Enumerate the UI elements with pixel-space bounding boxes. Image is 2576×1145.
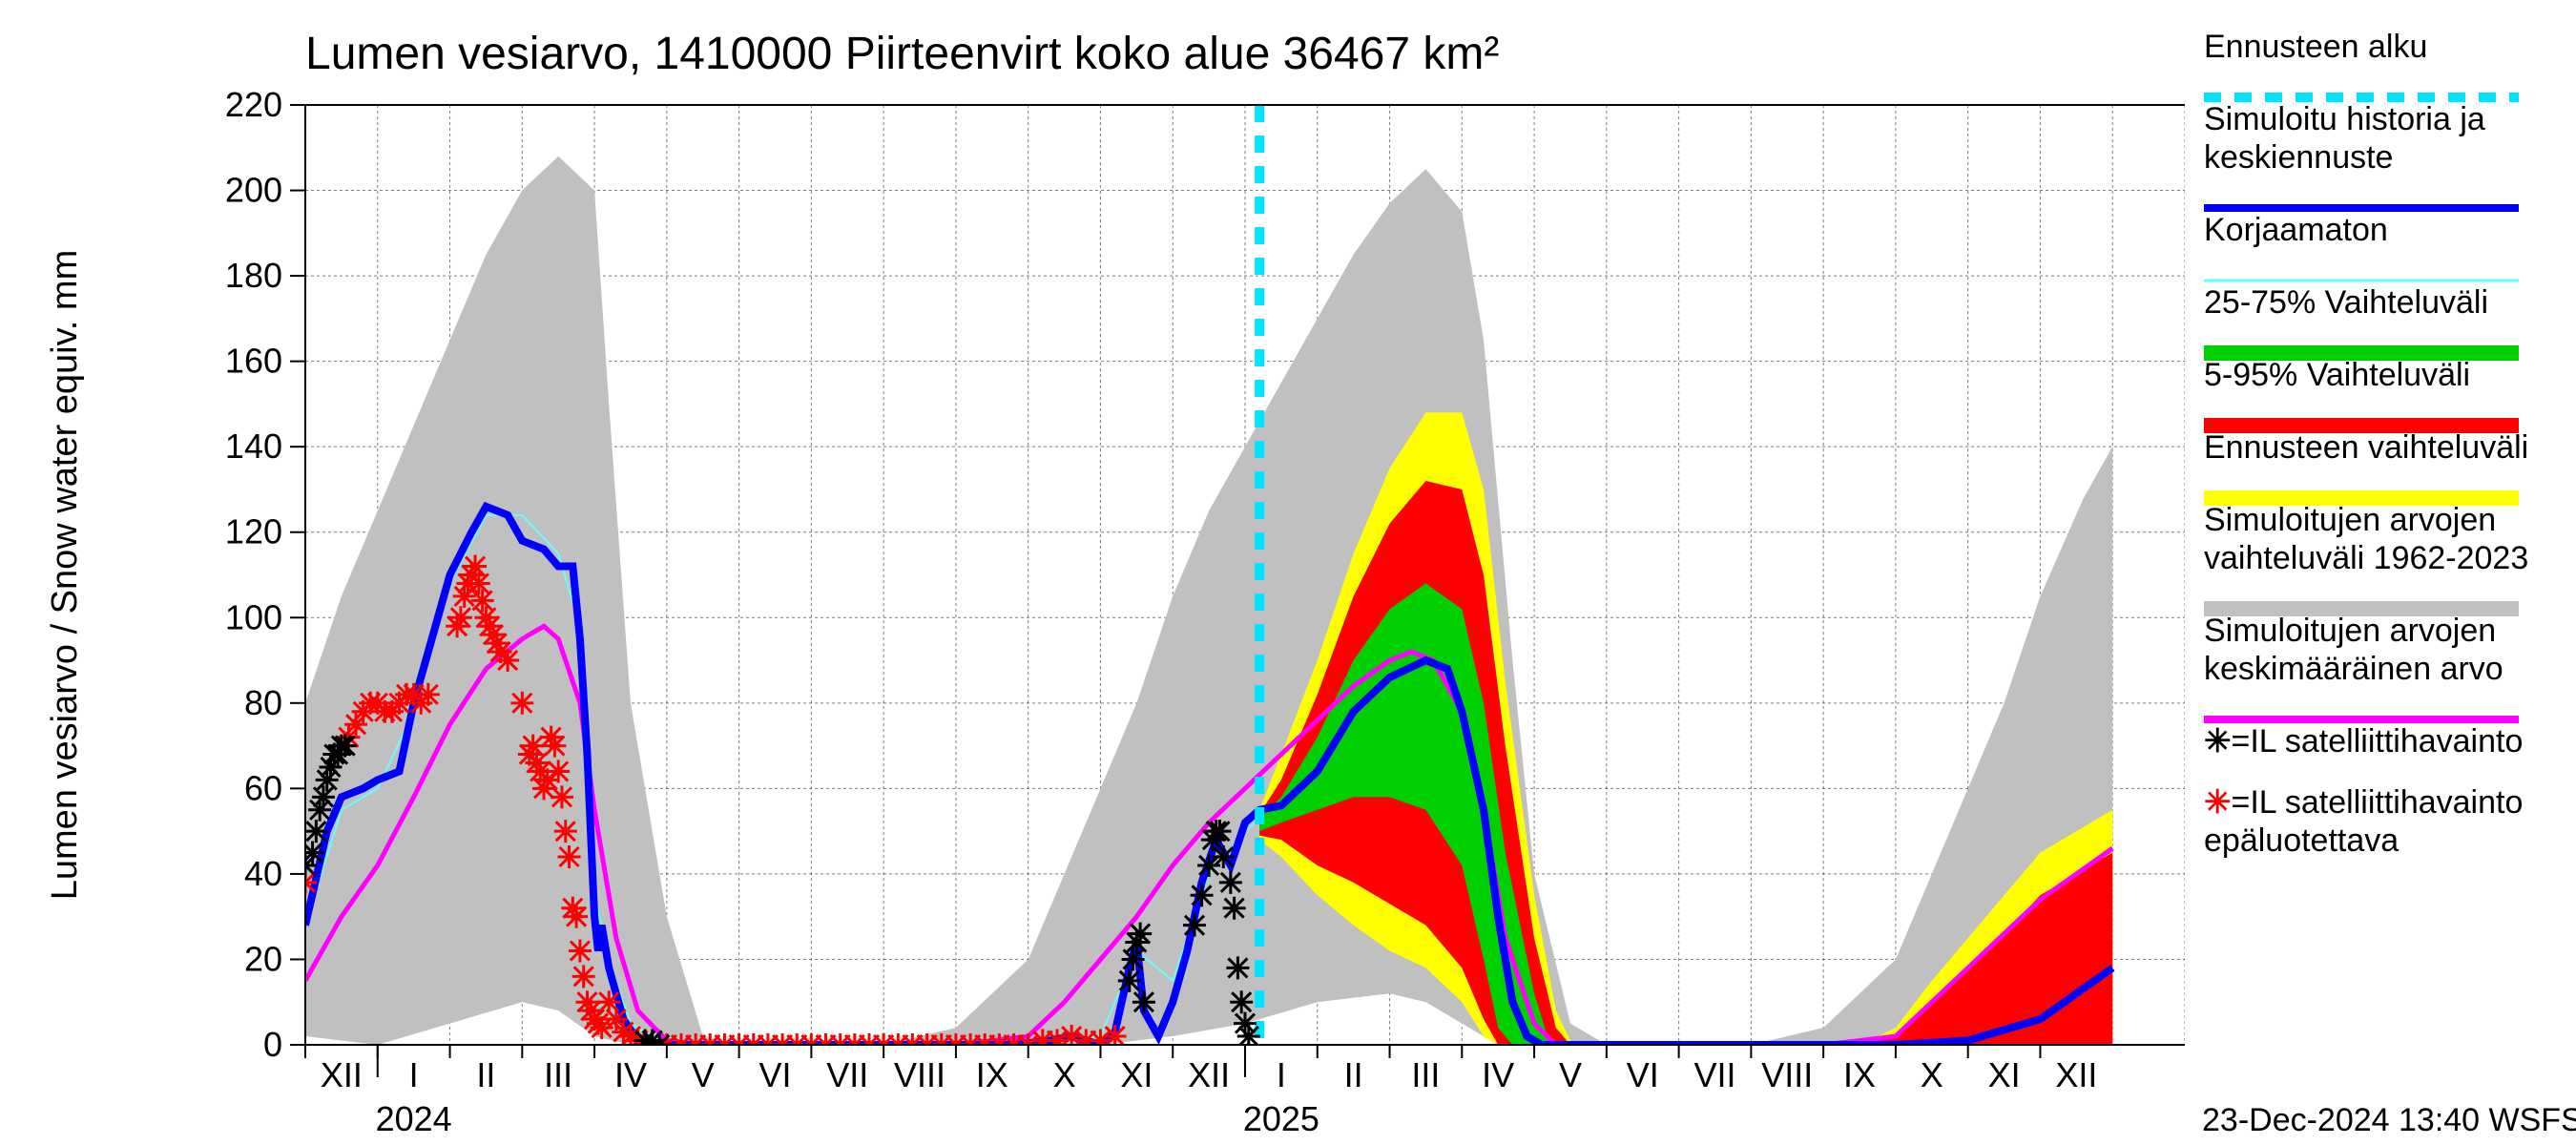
- x-month-label: I: [1277, 1055, 1286, 1094]
- legend-label: 5-95% Vaihteluväli: [2204, 357, 2470, 393]
- chart-container: 020406080100120140160180200220XIIIIIIIII…: [0, 0, 2576, 1145]
- x-month-label: XII: [2055, 1055, 2097, 1094]
- y-tick-label: 40: [244, 854, 282, 893]
- legend-label: vaihteluväli 1962-2023: [2204, 540, 2528, 576]
- x-month-label: VII: [826, 1055, 868, 1094]
- x-month-label: II: [476, 1055, 495, 1094]
- obs-marker: [449, 606, 472, 629]
- obs-marker: [1191, 884, 1214, 906]
- legend-label: keskimääräinen arvo: [2204, 651, 2503, 687]
- obs-marker: [1118, 969, 1141, 992]
- obs-marker: [551, 785, 573, 808]
- x-month-label: IX: [1843, 1055, 1876, 1094]
- obs-marker: [1223, 897, 1246, 920]
- obs-marker: [1226, 956, 1249, 979]
- obs-marker: [543, 735, 566, 758]
- obs-marker: [471, 589, 494, 612]
- x-month-label: VI: [758, 1055, 791, 1094]
- obs-marker: [1122, 947, 1145, 970]
- x-month-label: III: [1411, 1055, 1440, 1094]
- legend-label: keskiennuste: [2204, 139, 2393, 176]
- x-month-label: IV: [614, 1055, 647, 1094]
- x-month-label: II: [1344, 1055, 1363, 1094]
- x-month-label: IV: [1482, 1055, 1514, 1094]
- y-tick-label: 140: [225, 427, 282, 466]
- y-tick-label: 180: [225, 256, 282, 295]
- x-month-label: VII: [1693, 1055, 1735, 1094]
- legend-label: Simuloitujen arvojen: [2204, 613, 2496, 649]
- obs-marker: [1183, 914, 1206, 937]
- footer-text: 23-Dec-2024 13:40 WSFS-O: [2202, 1102, 2576, 1138]
- y-tick-label: 60: [244, 768, 282, 807]
- legend-label: epäluotettava: [2204, 822, 2399, 859]
- y-tick-label: 100: [225, 597, 282, 636]
- x-month-label: I: [409, 1055, 419, 1094]
- obs-marker: [312, 785, 335, 808]
- obs-marker: [1212, 845, 1235, 868]
- obs-marker: [569, 940, 592, 963]
- x-month-label: VIII: [894, 1055, 945, 1094]
- x-month-label: X: [1921, 1055, 1943, 1094]
- obs-marker: [1208, 820, 1231, 843]
- x-month-label: VI: [1627, 1055, 1659, 1094]
- y-tick-label: 0: [263, 1025, 282, 1064]
- y-tick-label: 220: [225, 85, 282, 124]
- legend-label: ✳=IL satelliittihavainto: [2204, 723, 2523, 760]
- obs-marker: [1046, 1030, 1069, 1052]
- y-tick-label: 20: [244, 939, 282, 978]
- legend-label: Ennusteen alku: [2204, 29, 2427, 65]
- obs-marker: [417, 683, 440, 706]
- x-month-label: V: [1559, 1055, 1582, 1094]
- legend-label: Korjaamaton: [2204, 212, 2388, 248]
- chart-title: Lumen vesiarvo, 1410000 Piirteenvirt kok…: [305, 29, 1499, 79]
- obs-marker: [1132, 990, 1155, 1013]
- x-month-label: V: [692, 1055, 715, 1094]
- x-year-label: 2024: [376, 1099, 452, 1138]
- obs-marker: [464, 555, 487, 578]
- obs-marker: [510, 692, 533, 715]
- legend-label: ✳=IL satelliittihavainto: [2204, 784, 2523, 821]
- x-month-label: XII: [1188, 1055, 1230, 1094]
- x-month-label: X: [1053, 1055, 1076, 1094]
- obs-marker: [547, 760, 570, 782]
- obs-marker: [496, 649, 519, 672]
- legend-label: 25-75% Vaihteluväli: [2204, 284, 2488, 321]
- x-month-label: IX: [976, 1055, 1008, 1094]
- x-month-label: XI: [1988, 1055, 2021, 1094]
- y-tick-label: 120: [225, 512, 282, 552]
- x-month-label: XI: [1120, 1055, 1153, 1094]
- x-year-label: 2025: [1243, 1099, 1319, 1138]
- y-tick-label: 80: [244, 683, 282, 722]
- obs-marker: [467, 572, 490, 594]
- chart-svg: 020406080100120140160180200220XIIIIIIIII…: [0, 0, 2576, 1145]
- obs-marker: [558, 845, 581, 868]
- y-axis-label: Lumen vesiarvo / Snow water equiv. mm: [45, 250, 85, 900]
- x-month-label: XII: [321, 1055, 363, 1094]
- obs-marker: [554, 820, 577, 843]
- obs-marker: [1129, 923, 1152, 946]
- obs-marker: [304, 820, 327, 843]
- x-month-label: VIII: [1761, 1055, 1813, 1094]
- obs-marker: [572, 965, 595, 988]
- legend-label: Ennusteen vaihteluväli: [2204, 429, 2528, 466]
- legend-label: Simuloitu historia ja: [2204, 101, 2485, 137]
- plot-area: [294, 105, 2112, 1056]
- obs-marker: [1230, 990, 1253, 1013]
- y-tick-label: 160: [225, 342, 282, 381]
- x-month-label: III: [544, 1055, 572, 1094]
- obs-marker: [565, 906, 588, 928]
- y-tick-label: 200: [225, 171, 282, 210]
- obs-marker: [334, 735, 357, 758]
- legend-label: Simuloitujen arvojen: [2204, 502, 2496, 538]
- obs-marker: [1219, 871, 1242, 894]
